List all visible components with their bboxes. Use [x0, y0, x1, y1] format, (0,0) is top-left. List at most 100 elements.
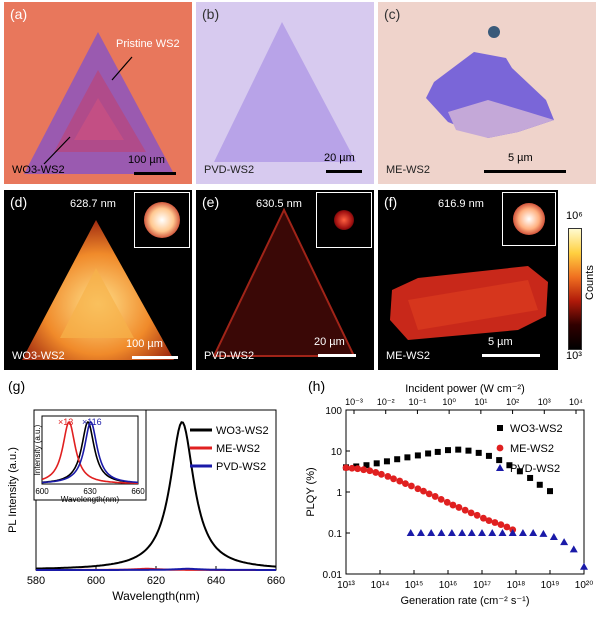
panel-a: (a) Pristine WS2 WO3-WS2 100 µm [4, 2, 192, 184]
h-x-tick-label: 10¹⁵ [405, 580, 424, 591]
h-point-me-ws2 [497, 521, 505, 529]
h-point-wo3-ws2 [434, 448, 441, 455]
h-point-wo3-ws2 [527, 474, 534, 481]
h-point-pvd-ws2 [529, 529, 538, 536]
h-point-me-ws2 [390, 475, 397, 483]
h-point-wo3-ws2 [404, 454, 411, 461]
h-x2-tick-label: 10¹ [474, 397, 487, 407]
h-point-me-ws2 [449, 501, 457, 509]
panel-c-scale-text: 5 µm [508, 152, 533, 164]
pvd-ws2-pl-map [212, 207, 356, 357]
panel-c-sample: ME-WS2 [386, 164, 430, 176]
h-point-wo3-ws2 [394, 456, 401, 463]
h-x-tick-label: 10¹⁹ [541, 580, 560, 591]
g-x-tick-label: 660 [267, 575, 285, 587]
panel-b-scale-bar [326, 170, 362, 173]
panel-c-label: (c) [384, 6, 401, 22]
h-point-me-ws2 [485, 517, 493, 525]
panel-a-scale-text: 100 µm [128, 154, 165, 166]
panel-c-scale-bar [484, 170, 566, 173]
h-point-me-ws2 [467, 509, 475, 517]
g-xlabel: Wavelength(nm) [112, 589, 200, 603]
h-point-me-ws2 [384, 473, 392, 480]
panel-b-label: (b) [202, 6, 220, 22]
h-point-me-ws2 [354, 465, 362, 473]
g-x-tick-label: 620 [147, 575, 165, 587]
h-point-me-ws2 [437, 495, 445, 503]
h-point-me-ws2 [503, 523, 511, 531]
panel-b: (b) PVD-WS2 20 µm [196, 2, 374, 184]
h-point-pvd-ws2 [437, 529, 446, 536]
h-point-me-ws2 [431, 493, 439, 500]
g-inset-xlabel: Wavelength(nm) [61, 495, 120, 504]
panel-a-scale-bar [134, 172, 176, 175]
h-x2-tick-label: 10⁴ [569, 397, 583, 407]
panel-e: (e) 630.5 nm PVD-WS2 20 µm [196, 190, 374, 370]
panel-b-scale-text: 20 µm [324, 152, 355, 164]
panel-f: (f) 616.9 nm ME-WS2 5 µm [378, 190, 558, 370]
me-ws2-optical-image [426, 26, 554, 138]
h-x2-tick-label: 10² [506, 397, 519, 407]
me-ws2-pl-map [390, 266, 548, 340]
panel-f-spot-inset [502, 192, 556, 246]
colorbar-top: 10⁶ [566, 210, 583, 222]
panel-e-scale-bar [318, 354, 356, 357]
g-legend-label: ME-WS2 [216, 443, 260, 455]
panel-d-scale-text: 100 µm [126, 338, 163, 350]
h-x-tick-label: 10¹⁷ [473, 580, 491, 591]
h-x-tick-label: 10¹⁴ [371, 580, 390, 591]
h-point-wo3-ws2 [455, 446, 462, 453]
pl-spectrum-chart: 580 600 620 640 660 Wavelength(nm) PL Intensit… [7, 409, 285, 603]
panel-e-label: (e) [202, 194, 220, 210]
h-ylabel: PLQY (%) [305, 467, 317, 516]
h-point-pvd-ws2 [467, 529, 476, 536]
h-x2-tick-label: 10⁰ [442, 397, 456, 407]
panel-f-wavelength: 616.9 nm [438, 198, 484, 210]
h-point-pvd-ws2 [560, 538, 569, 546]
pvd-ws2-optical-image [214, 22, 356, 162]
h-point-me-ws2 [378, 470, 385, 478]
h-point-pvd-ws2 [478, 529, 486, 536]
panel-d: (d) 628.7 nm WO3-WS2 100 µm [4, 190, 192, 370]
colorbar [568, 228, 582, 350]
g-series-pvd-ws2 [36, 567, 276, 571]
h-legend-label: WO3-WS2 [510, 423, 563, 435]
h-point-pvd-ws2 [447, 529, 456, 536]
h-point-me-ws2 [473, 511, 481, 519]
h-point-me-ws2 [402, 480, 409, 488]
g-inset-series [42, 420, 139, 484]
h-point-me-ws2 [408, 482, 415, 490]
h-point-wo3-ws2 [536, 481, 543, 488]
h-x2-tick-label: 10⁻² [377, 397, 395, 407]
h-point-me-ws2 [480, 514, 487, 522]
g-inset-series [41, 420, 138, 484]
h-point-pvd-ws2 [406, 529, 415, 536]
h-y-tick-label: 0.1 [328, 529, 342, 540]
panel-a-label: (a) [10, 6, 28, 22]
g-inset-tick-label: 600 [35, 487, 49, 496]
h-point-wo3-ws2 [485, 452, 492, 459]
h-point-wo3-ws2 [547, 488, 553, 495]
g-series-wo3-ws2 [35, 421, 277, 570]
h-point-me-ws2 [348, 464, 356, 472]
h-point-me-ws2 [360, 466, 368, 474]
h-x-tick-label: 10¹³ [337, 580, 355, 591]
g-inset-annot-me: ×13 [58, 417, 73, 427]
h-point-wo3-ws2 [496, 457, 503, 464]
h-point-pvd-ws2 [458, 529, 467, 536]
colorbar-title: Counts [584, 265, 596, 300]
wo3-ws2-pl-map [22, 220, 174, 360]
h-point-wo3-ws2 [383, 458, 390, 465]
h-legend-label: ME-WS2 [510, 443, 554, 455]
panel-e-scale-text: 20 µm [314, 336, 345, 348]
h-point-me-ws2 [455, 504, 463, 511]
h-y-tick-label: 0.01 [323, 570, 343, 581]
h-x-tick-label: 10²⁰ [575, 580, 593, 591]
h-x-tick-label: 10¹⁸ [507, 580, 526, 591]
h-legend-marker [496, 444, 504, 452]
plqy-chart: 10¹³ 10¹⁴ 10¹⁵ 10¹⁶ 10¹⁷ 10¹⁸ 10¹⁹ 10²⁰ 10⁻³ 10⁻²… [305, 383, 593, 607]
panel-g-label: (g) [8, 378, 26, 394]
g-inset-tick-label: 660 [131, 487, 145, 496]
h-point-wo3-ws2 [516, 468, 523, 475]
panel-c: (c) ME-WS2 5 µm [378, 2, 596, 184]
